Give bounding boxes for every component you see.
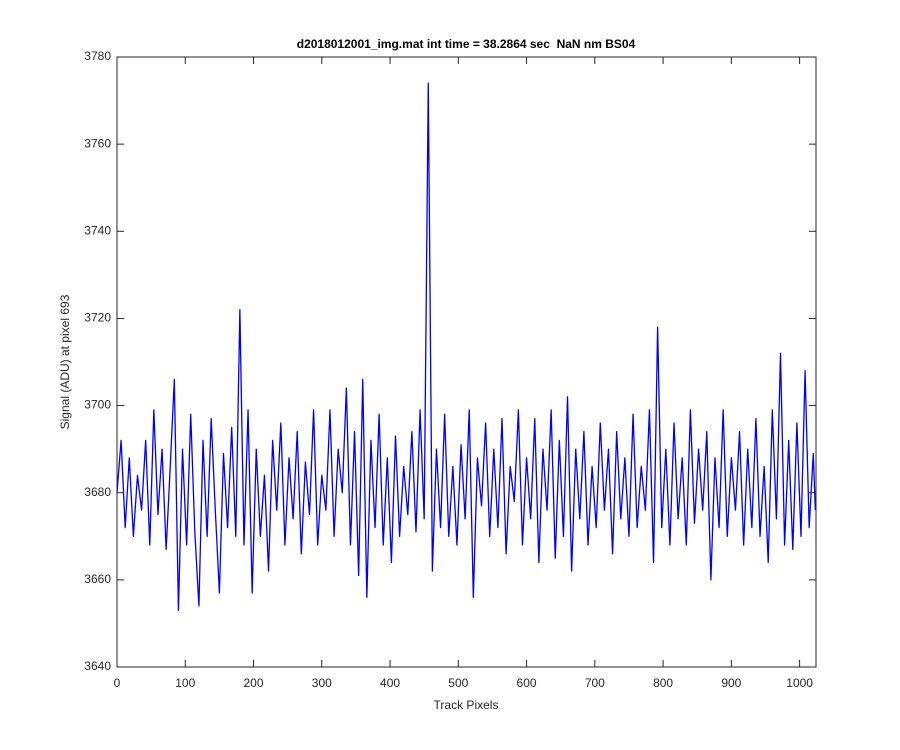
- x-tick-label: 600: [517, 676, 537, 690]
- x-tick-label: 800: [653, 676, 673, 690]
- x-tick-label: 200: [244, 676, 264, 690]
- x-tick-label: 1000: [786, 676, 813, 690]
- plot-area: 0 100 200 300 400 500 600 700 800 900 1000 3640 3660…: [84, 49, 817, 690]
- y-tick-label: 3640: [84, 659, 111, 673]
- x-tick-label: 300: [312, 676, 332, 690]
- data-line: [116, 82, 816, 612]
- chart-title: d2018012001_img.mat int time = 38.2864 s…: [297, 37, 636, 51]
- x-tick-label: 400: [380, 676, 400, 690]
- x-axis-label: Track Pixels: [434, 698, 499, 712]
- x-tick-label: 500: [448, 676, 468, 690]
- y-tick-label: 3780: [84, 49, 111, 63]
- y-tick-label: 3660: [84, 572, 111, 586]
- x-tick-label: 700: [585, 676, 605, 690]
- x-tick-label: 0: [114, 676, 121, 690]
- y-axis-label: Signal (ADU) at pixel 693: [58, 294, 72, 429]
- y-tick-label: 3700: [84, 398, 111, 412]
- plot-frame: [116, 56, 817, 668]
- x-tick-label: 900: [721, 676, 741, 690]
- y-tick-label: 3740: [84, 223, 111, 237]
- x-tick-label: 100: [175, 676, 195, 690]
- y-tick-label: 3760: [84, 136, 111, 150]
- y-tick-label: 3720: [84, 311, 111, 325]
- y-tick-label: 3680: [84, 485, 111, 499]
